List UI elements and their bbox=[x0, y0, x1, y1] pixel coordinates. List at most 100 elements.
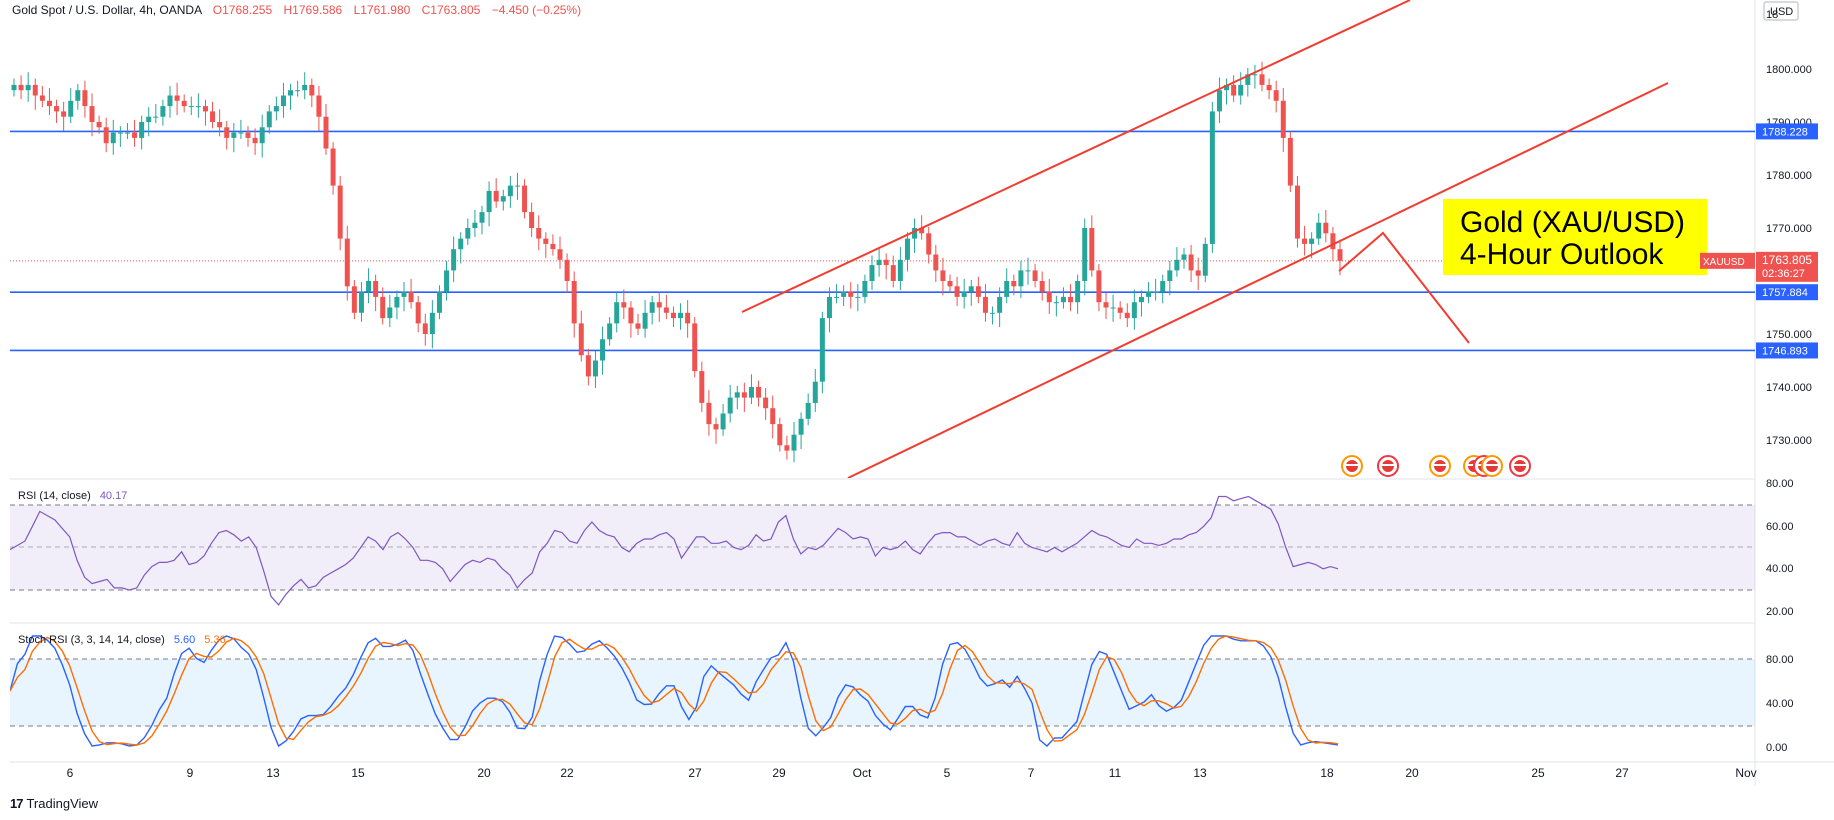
stoch-axis[interactable]: 80.00 40.00 0.00 bbox=[1766, 654, 1794, 754]
candle-body[interactable] bbox=[649, 302, 655, 313]
candle-body[interactable] bbox=[805, 402, 811, 419]
candle-body[interactable] bbox=[855, 296, 861, 298]
candle-body[interactable] bbox=[890, 265, 896, 281]
stoch-d-line[interactable] bbox=[10, 635, 1339, 746]
candle-body[interactable] bbox=[68, 100, 74, 117]
candle-body[interactable] bbox=[876, 259, 882, 266]
candle-body[interactable] bbox=[139, 122, 145, 138]
candle-body[interactable] bbox=[1146, 291, 1152, 297]
candle-body[interactable] bbox=[1046, 291, 1052, 303]
candle-body[interactable] bbox=[848, 291, 854, 297]
candle-body[interactable] bbox=[302, 84, 308, 91]
candle-body[interactable] bbox=[18, 84, 24, 91]
candle-body[interactable] bbox=[387, 307, 393, 319]
candle-body[interactable] bbox=[316, 95, 322, 117]
candle-body[interactable] bbox=[217, 122, 223, 128]
candle-body[interactable] bbox=[990, 312, 996, 314]
candle-body[interactable] bbox=[713, 424, 719, 430]
candle-body[interactable] bbox=[160, 106, 166, 117]
candle-body[interactable] bbox=[415, 302, 421, 324]
candle-body[interactable] bbox=[1160, 281, 1166, 292]
price-axis[interactable]: 1800.0001790.0001780.0001770.0001750.000… bbox=[1766, 9, 1812, 447]
candle-body[interactable] bbox=[231, 132, 237, 138]
candle-body[interactable] bbox=[444, 270, 450, 292]
candle-body[interactable] bbox=[380, 296, 386, 319]
candle-body[interactable] bbox=[1316, 222, 1322, 239]
candle-body[interactable] bbox=[238, 132, 244, 134]
last-price-tag[interactable]: XAUUSD 1763.805 02:36:27 bbox=[1700, 251, 1818, 282]
candle-body[interactable] bbox=[373, 281, 379, 297]
candle-body[interactable] bbox=[1294, 185, 1300, 239]
candle-body[interactable] bbox=[897, 259, 903, 281]
candle-body[interactable] bbox=[1138, 296, 1144, 303]
candle-body[interactable] bbox=[642, 312, 648, 329]
candles[interactable] bbox=[11, 61, 1343, 463]
rsi-line[interactable] bbox=[10, 495, 1339, 606]
stoch-legend[interactable]: Stoch RSI (3, 3, 14, 14, close) 5.60 5.3… bbox=[18, 634, 226, 646]
candle-body[interactable] bbox=[954, 286, 960, 297]
candle-body[interactable] bbox=[621, 302, 627, 308]
candle-body[interactable] bbox=[1323, 222, 1329, 234]
candle-body[interactable] bbox=[968, 286, 974, 292]
candle-body[interactable] bbox=[210, 111, 216, 122]
candle-body[interactable] bbox=[479, 212, 485, 223]
candle-body[interactable] bbox=[61, 111, 67, 117]
candle-body[interactable] bbox=[578, 323, 584, 356]
candle-body[interactable] bbox=[1153, 291, 1159, 293]
candle-body[interactable] bbox=[1202, 243, 1208, 276]
candle-body[interactable] bbox=[514, 185, 520, 187]
candle-body[interactable] bbox=[132, 132, 138, 138]
candle-body[interactable] bbox=[564, 259, 570, 281]
candle-body[interactable] bbox=[309, 84, 315, 96]
candle-body[interactable] bbox=[734, 392, 740, 398]
candle-body[interactable] bbox=[1025, 270, 1031, 272]
candle-body[interactable] bbox=[997, 296, 1003, 313]
tradingview-logo[interactable]: 17 TradingView bbox=[10, 796, 98, 811]
candle-body[interactable] bbox=[1167, 270, 1173, 281]
candle-body[interactable] bbox=[507, 185, 513, 197]
candle-body[interactable] bbox=[670, 312, 676, 319]
candle-body[interactable] bbox=[841, 291, 847, 297]
candle-body[interactable] bbox=[706, 402, 712, 425]
candle-body[interactable] bbox=[1188, 254, 1194, 271]
candle-body[interactable] bbox=[451, 249, 457, 271]
candle-body[interactable] bbox=[124, 132, 130, 134]
candle-body[interactable] bbox=[699, 371, 705, 403]
candle-body[interactable] bbox=[883, 259, 889, 266]
candle-body[interactable] bbox=[678, 312, 684, 319]
candle-body[interactable] bbox=[585, 355, 591, 377]
candle-body[interactable] bbox=[153, 116, 159, 118]
candle-body[interactable] bbox=[1245, 74, 1251, 85]
candle-body[interactable] bbox=[266, 111, 272, 128]
candle-body[interactable] bbox=[1195, 270, 1201, 276]
candle-body[interactable] bbox=[819, 318, 825, 382]
candle-body[interactable] bbox=[82, 90, 88, 107]
candle-body[interactable] bbox=[912, 228, 918, 239]
candle-body[interactable] bbox=[436, 291, 442, 313]
candle-body[interactable] bbox=[401, 291, 407, 297]
level-price-tags[interactable]: 1788.228 1757.884 1746.893 bbox=[1756, 123, 1818, 359]
rsi-pane[interactable] bbox=[10, 495, 1339, 606]
candle-body[interactable] bbox=[1032, 270, 1038, 281]
candle-body[interactable] bbox=[826, 296, 832, 319]
candle-body[interactable] bbox=[550, 243, 556, 250]
candle-body[interactable] bbox=[763, 397, 769, 409]
candle-body[interactable] bbox=[1273, 90, 1279, 101]
time-axis[interactable]: 6 9 13 15 20 22 27 29 Oct 5 7 11 13 18 20 25 27 Nov bbox=[67, 766, 1757, 780]
candle-body[interactable] bbox=[103, 127, 109, 144]
candle-body[interactable] bbox=[174, 95, 180, 101]
candle-body[interactable] bbox=[1018, 270, 1024, 287]
candle-body[interactable] bbox=[862, 281, 868, 297]
candle-body[interactable] bbox=[330, 148, 336, 186]
candle-body[interactable] bbox=[812, 381, 818, 403]
candle-body[interactable] bbox=[926, 233, 932, 255]
candle-body[interactable] bbox=[692, 323, 698, 372]
candle-body[interactable] bbox=[295, 90, 301, 92]
candle-body[interactable] bbox=[571, 281, 577, 324]
candle-body[interactable] bbox=[777, 424, 783, 446]
candle-body[interactable] bbox=[1216, 90, 1222, 112]
candle-body[interactable] bbox=[536, 228, 542, 239]
candle-body[interactable] bbox=[288, 90, 294, 96]
candle-body[interactable] bbox=[1131, 302, 1137, 319]
